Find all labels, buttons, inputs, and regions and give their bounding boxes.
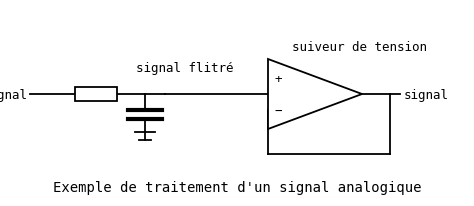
Text: signal flitré: signal flitré — [136, 62, 234, 75]
Text: Exemple de traitement d'un signal analogique: Exemple de traitement d'un signal analog… — [53, 180, 421, 194]
Text: signal: signal — [0, 88, 28, 101]
Text: signal: signal — [404, 88, 449, 101]
Polygon shape — [268, 60, 362, 129]
Text: suiveur de tension: suiveur de tension — [292, 41, 428, 54]
Text: +: + — [274, 72, 282, 85]
Bar — [75, 88, 117, 102]
Text: −: − — [274, 104, 282, 117]
